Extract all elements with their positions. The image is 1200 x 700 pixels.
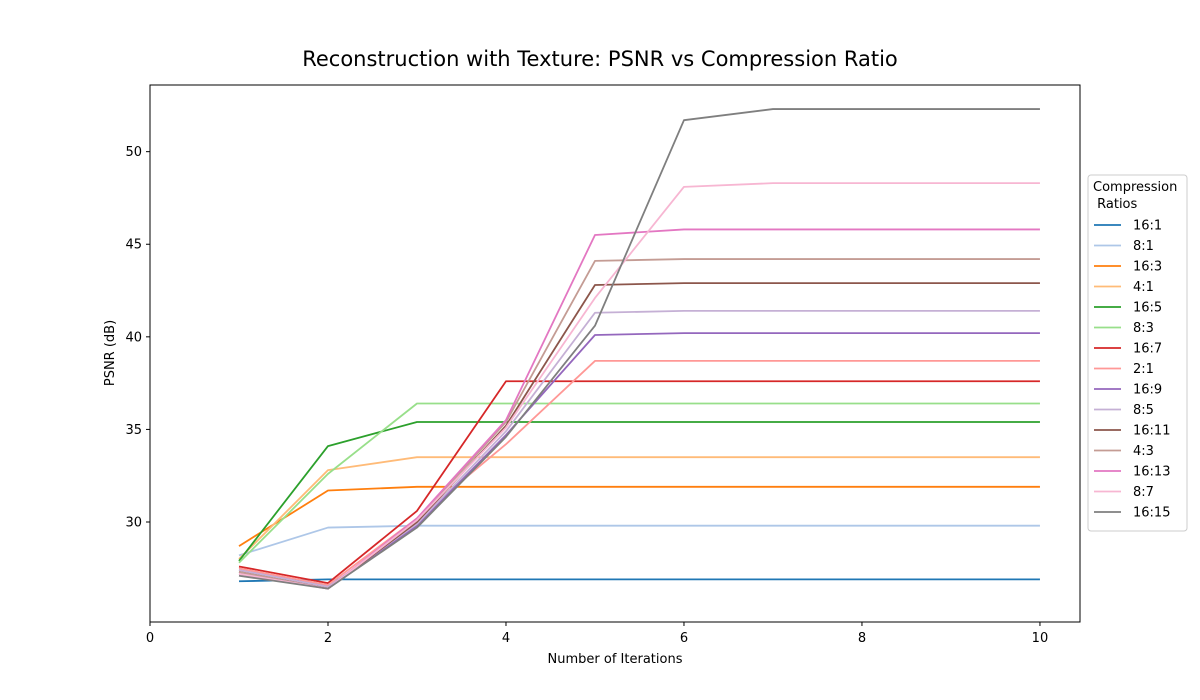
legend-label: 16:1 — [1133, 219, 1162, 234]
series-line-9 — [238, 332, 1040, 588]
y-axis-title: PSNR (dB) — [103, 320, 118, 386]
legend-title: Ratios — [1093, 197, 1138, 212]
x-tick-label: 6 — [680, 631, 688, 646]
series-line-8 — [238, 360, 1040, 586]
series-line-6 — [238, 402, 1040, 564]
x-tick-label: 10 — [1032, 631, 1049, 646]
legend-label: 4:1 — [1133, 280, 1154, 295]
chart-title: Reconstruction with Texture: PSNR vs Com… — [302, 47, 898, 71]
legend-label: 8:3 — [1133, 321, 1154, 336]
legend-label: 16:11 — [1133, 424, 1170, 439]
legend-label: 16:13 — [1133, 465, 1170, 480]
series-line-4 — [238, 456, 1040, 560]
x-axis-title: Number of Iterations — [548, 652, 683, 667]
legend-label: 8:7 — [1133, 485, 1154, 500]
series-line-1 — [238, 578, 1040, 583]
y-tick-label: 30 — [125, 516, 142, 531]
y-tick-label: 35 — [125, 423, 142, 438]
series-line-15 — [238, 108, 1040, 590]
plot-frame — [149, 84, 1081, 623]
x-tick-label: 4 — [502, 631, 510, 646]
x-tick-label: 8 — [858, 631, 866, 646]
series-line-2 — [238, 524, 1040, 557]
legend: Compression Ratios 16:1 8:1 16:3 4:1 16:5 8:3 1… — [1087, 174, 1188, 532]
y-tick-label: 40 — [125, 330, 142, 345]
legend-label: 4:3 — [1133, 444, 1154, 459]
legend-label: 16:9 — [1133, 383, 1162, 398]
y-tick-label: 45 — [125, 238, 142, 253]
legend-box — [1087, 174, 1188, 532]
legend-title: Compression — [1093, 180, 1177, 195]
legend-label: 16:3 — [1133, 260, 1162, 275]
series-line-7 — [238, 380, 1040, 585]
series-line-14 — [238, 182, 1040, 590]
series-line-11 — [238, 282, 1040, 590]
plot-area — [238, 108, 1040, 590]
legend-label: 16:5 — [1133, 301, 1162, 316]
x-tick-label: 2 — [324, 631, 332, 646]
axes: 0 2 4 6 8 10 30 35 40 45 50 — [125, 84, 1081, 646]
legend-label: 8:5 — [1133, 403, 1154, 418]
y-tick-label: 50 — [125, 145, 142, 160]
legend-label: 16:7 — [1133, 342, 1162, 357]
x-tick-label: 0 — [146, 631, 154, 646]
legend-label: 8:1 — [1133, 239, 1154, 254]
series-line-5 — [238, 421, 1040, 562]
legend-label: 2:1 — [1133, 362, 1154, 377]
series-line-12 — [238, 258, 1040, 590]
series-line-3 — [238, 485, 1040, 547]
legend-label: 16:15 — [1133, 506, 1170, 521]
